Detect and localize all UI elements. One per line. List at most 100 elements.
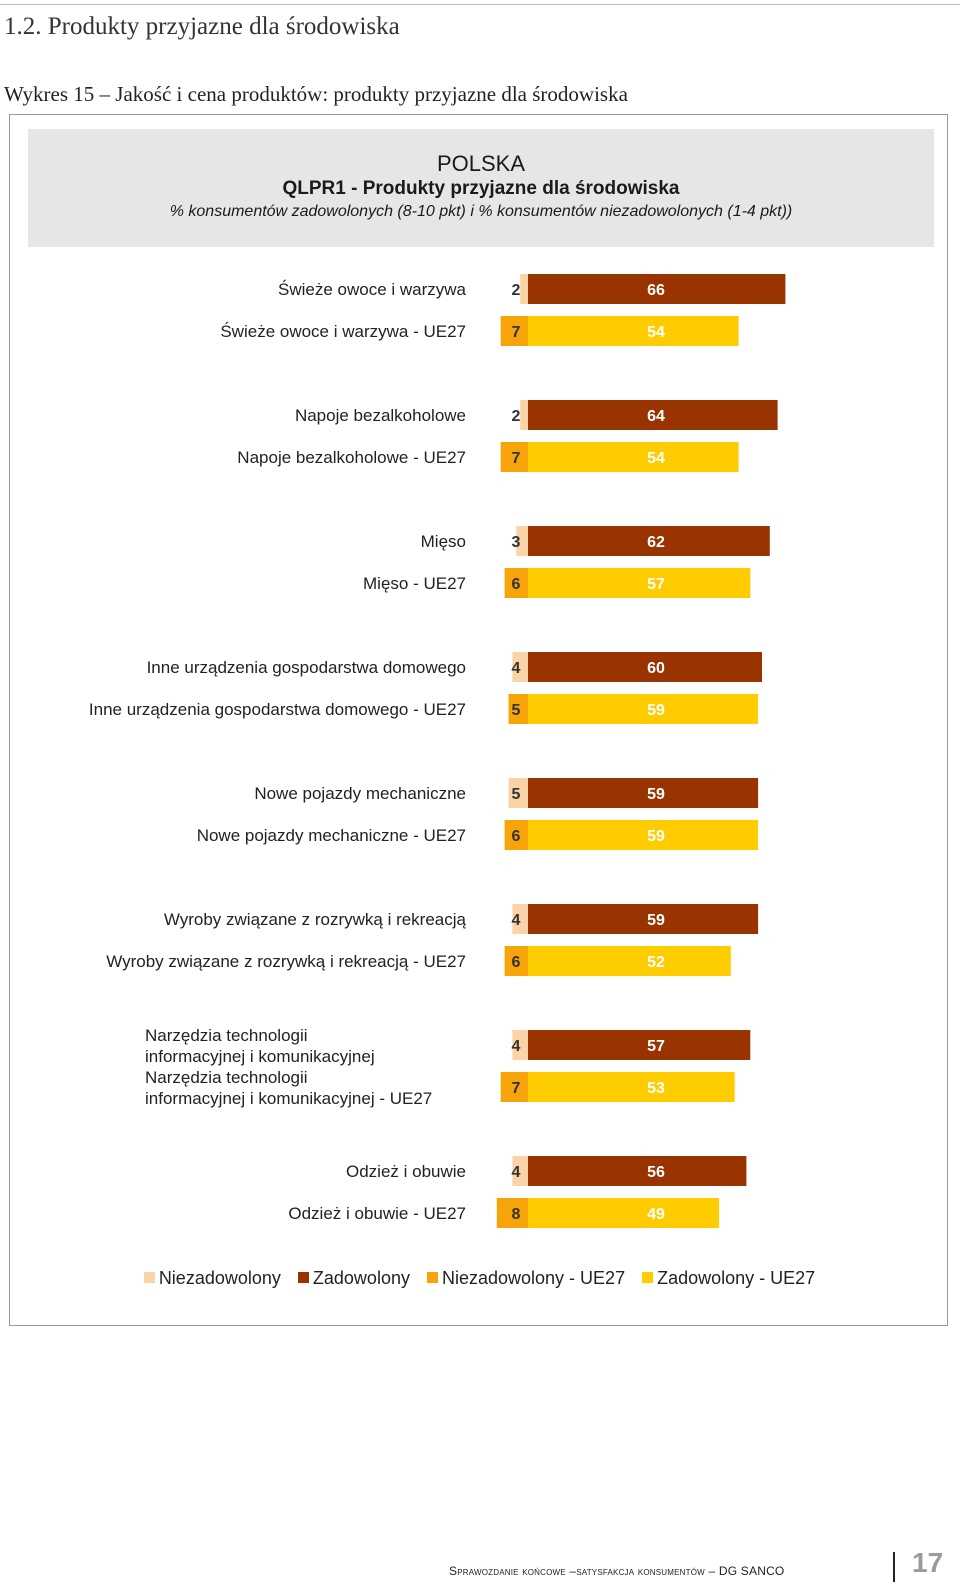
data-label-niezadowolony: 6 <box>512 576 521 593</box>
data-label-niezadowolony: 4 <box>512 1038 521 1055</box>
data-label-zadowolony: 54 <box>647 450 665 467</box>
chart-country: POLSKA <box>436 151 526 176</box>
data-label-niezadowolony: 2 <box>512 408 521 425</box>
category-label: Nowe pojazdy mechaniczne - UE27 <box>197 826 466 845</box>
chart-description: % konsumentów zadowolonych (8-10 pkt) i … <box>169 203 793 220</box>
bar-niezadowolony <box>516 526 528 556</box>
footer-separator <box>893 1552 895 1582</box>
data-label-zadowolony: 57 <box>647 576 665 593</box>
data-label-niezadowolony: 5 <box>512 702 521 719</box>
legend-label: Zadowolony <box>312 1268 410 1288</box>
bar-niezadowolony <box>500 316 528 346</box>
bar-zadowolony <box>528 904 759 934</box>
legend-label: Zadowolony - UE27 <box>657 1268 816 1288</box>
chart-frame: POLSKA QLPR1 - Produkty przyjazne dla śr… <box>9 114 948 1326</box>
bar-zadowolony <box>528 694 759 724</box>
legend-item-niezadowolony: Niezadowolony <box>143 1268 281 1289</box>
data-label-niezadowolony: 4 <box>512 1164 521 1181</box>
chart-header: POLSKA QLPR1 - Produkty przyjazne dla śr… <box>28 129 934 247</box>
bar-zadowolony <box>528 1156 747 1186</box>
data-label-zadowolony: 62 <box>647 534 665 551</box>
data-label-zadowolony: 59 <box>647 828 665 845</box>
data-label-niezadowolony: 4 <box>512 912 521 929</box>
footer-text: Sprawozdanie końcowe –satysfakcja konsum… <box>449 1564 785 1578</box>
data-label-zadowolony: 49 <box>647 1206 665 1223</box>
bar-zadowolony <box>528 1198 720 1228</box>
data-label-zadowolony: 66 <box>647 282 665 299</box>
data-label-niezadowolony: 7 <box>512 324 521 341</box>
bar-niezadowolony <box>520 274 528 304</box>
bar-niezadowolony <box>512 904 528 934</box>
legend-label: Niezadowolony <box>158 1268 281 1288</box>
figure-caption: Wykres 15 – Jakość i cena produktów: pro… <box>4 82 628 106</box>
bar-niezadowolony <box>520 400 528 430</box>
category-label: Napoje bezalkoholowe - UE27 <box>237 448 466 467</box>
data-label-niezadowolony: 5 <box>512 786 521 803</box>
data-label-zadowolony: 59 <box>647 912 665 929</box>
bar-zadowolony <box>528 400 778 430</box>
category-label: Narzędzia technologii informacyjnej i kom… <box>145 1026 375 1066</box>
category-label-line: Narzędzia technologii <box>145 1026 308 1045</box>
bar-niezadowolony <box>512 1030 528 1060</box>
bar-zadowolony <box>528 778 759 808</box>
bar-zadowolony <box>528 568 751 598</box>
category-label-line: informacyjnej i komunikacyjnej - UE27 <box>145 1089 432 1108</box>
page-number: 17 <box>912 1547 944 1578</box>
bar-zadowolony <box>528 820 759 850</box>
data-label-zadowolony: 60 <box>647 660 665 677</box>
bar-niezadowolony <box>496 1198 528 1228</box>
bar-zadowolony <box>528 946 731 976</box>
data-label-niezadowolony: 7 <box>512 1080 521 1097</box>
bar-zadowolony <box>528 1030 751 1060</box>
category-label: Napoje bezalkoholowe <box>295 406 466 425</box>
section-heading: 1.2. Produkty przyjazne dla środowiska <box>4 13 400 40</box>
data-label-zadowolony: 56 <box>647 1164 665 1181</box>
category-label: Nowe pojazdy mechaniczne <box>254 784 466 803</box>
data-label-zadowolony: 53 <box>647 1080 665 1097</box>
category-label: Inne urządzenia gospodarstwa domowego - … <box>89 700 466 719</box>
data-label-niezadowolony: 6 <box>512 828 521 845</box>
category-label: Wyroby związane z rozrywką i rekreacją -… <box>106 952 466 971</box>
bar-zadowolony <box>528 526 770 556</box>
category-label: Narzędzia technologii informacyjnej i kom… <box>145 1068 432 1108</box>
top-rule <box>0 4 960 5</box>
bar-niezadowolony <box>512 1156 528 1186</box>
bar-niezadowolony <box>508 778 528 808</box>
data-label-zadowolony: 59 <box>647 786 665 803</box>
legend-item-niezadowolony-ue27: Niezadowolony - UE27 <box>426 1268 626 1289</box>
data-label-niezadowolony: 2 <box>512 282 521 299</box>
data-label-zadowolony: 52 <box>647 954 665 971</box>
legend-swatch-zadowolony-ue27 <box>642 1272 654 1283</box>
bar-niezadowolony <box>500 1072 528 1102</box>
legend: Niezadowolony Zadowolony Niezadowolony -… <box>10 1268 949 1289</box>
data-label-zadowolony: 54 <box>647 324 665 341</box>
data-label-niezadowolony: 3 <box>512 534 521 551</box>
category-label: Odzież i obuwie - UE27 <box>288 1204 466 1223</box>
category-label: Odzież i obuwie <box>346 1162 466 1181</box>
legend-swatch-niezadowolony <box>143 1272 155 1283</box>
bar-niezadowolony <box>500 442 528 472</box>
bar-niezadowolony <box>512 652 528 682</box>
bar-niezadowolony <box>504 820 528 850</box>
legend-item-zadowolony: Zadowolony <box>297 1268 410 1289</box>
category-label: Świeże owoce i warzywa - UE27 <box>220 322 466 341</box>
data-label-zadowolony: 59 <box>647 702 665 719</box>
data-label-zadowolony: 57 <box>647 1038 665 1055</box>
bar-niezadowolony <box>504 568 528 598</box>
data-label-zadowolony: 64 <box>647 408 665 425</box>
legend-label: Niezadowolony - UE27 <box>441 1268 626 1288</box>
category-label: Wyroby związane z rozrywką i rekreacją <box>164 910 467 929</box>
category-label: Inne urządzenia gospodarstwa domowego <box>147 658 466 677</box>
bar-zadowolony <box>528 442 739 472</box>
category-label: Świeże owoce i warzywa <box>278 280 467 299</box>
category-label: Mięso - UE27 <box>363 574 466 593</box>
legend-swatch-niezadowolony-ue27 <box>426 1272 438 1283</box>
bar-niezadowolony <box>508 694 528 724</box>
category-label: Mięso <box>421 532 466 551</box>
category-label-line: Narzędzia technologii <box>145 1068 308 1087</box>
data-label-niezadowolony: 8 <box>512 1206 521 1223</box>
data-label-niezadowolony: 4 <box>512 660 521 677</box>
category-label-line: informacyjnej i komunikacyjnej <box>145 1047 375 1066</box>
data-label-niezadowolony: 6 <box>512 954 521 971</box>
